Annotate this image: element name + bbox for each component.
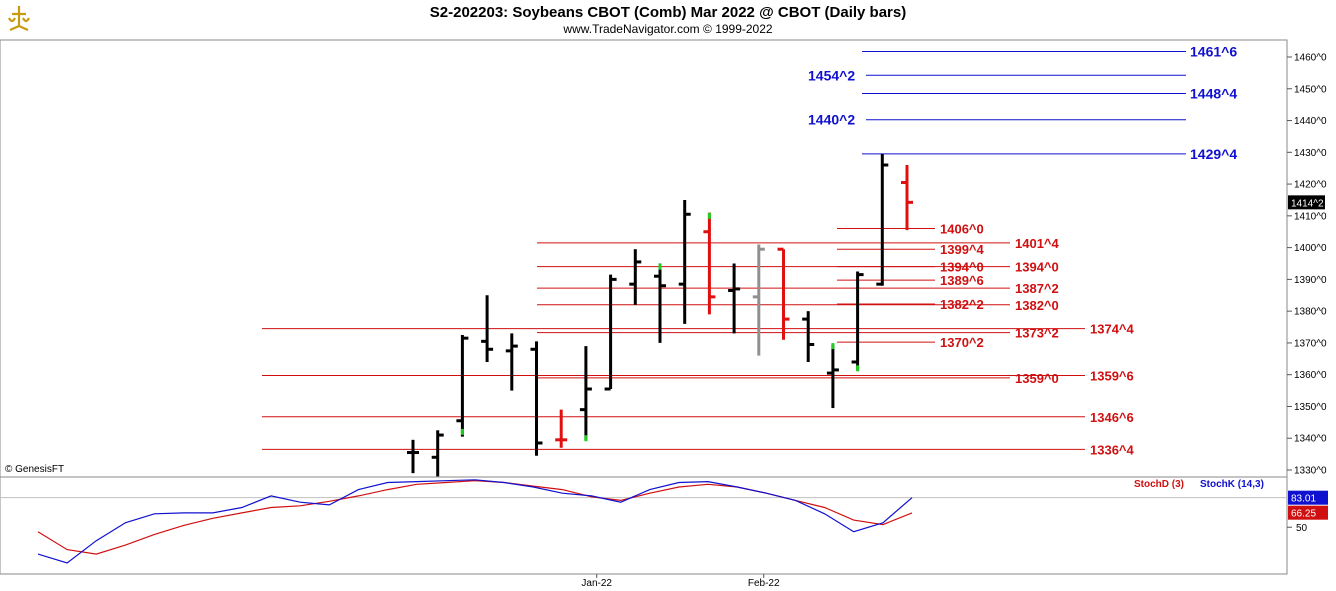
price-tick-label: 1370^0 (1294, 338, 1327, 349)
price-tick-label: 1350^0 (1294, 402, 1327, 413)
price-axis-ticks: 1330^0 1340^0 1350^0 1360^0 1370^0 1380^0 1390… (1287, 53, 1327, 477)
ohlc-bar (604, 274, 617, 391)
ohlc-bar (629, 249, 642, 305)
ohlc-bar (678, 199, 691, 324)
stoch-d-value-label: 66.25 (1291, 509, 1316, 520)
stochastic-indicator: 50 83.01 66.25 (0, 479, 1328, 564)
red-level-label: 1389^6 (940, 273, 984, 288)
ohlc-bar (505, 333, 518, 391)
ohlc-bar (703, 212, 716, 315)
red-level-label: 1382^0 (1015, 298, 1059, 313)
red-level-label: 1370^2 (940, 335, 984, 350)
chart-subtitle: www.TradeNavigator.com © 1999-2022 (562, 22, 772, 36)
price-tick-label: 1380^0 (1294, 307, 1327, 318)
date-tick-label: Jan-22 (581, 578, 612, 589)
price-tick-label: 1330^0 (1294, 466, 1327, 477)
blue-level-label: 1454^2 (808, 67, 855, 83)
stoch-d-legend: StochD (3) (1134, 479, 1184, 490)
red-level-label: 1399^4 (940, 242, 985, 257)
ohlc-bar (555, 409, 568, 448)
last-price-tag: 1414^2 (1288, 195, 1325, 210)
blue-level-label: 1448^4 (1190, 86, 1237, 102)
chart-title: S2-202203: Soybeans CBOT (Comb) Mar 2022… (430, 4, 906, 21)
stoch-tick-label: 50 (1296, 523, 1308, 534)
ohlc-bar (431, 430, 444, 477)
ohlc-bar (456, 334, 469, 437)
date-axis: Jan-22 Feb-22 (581, 574, 780, 589)
date-tick-label: Feb-22 (748, 578, 780, 589)
price-tick-label: 1360^0 (1294, 370, 1327, 381)
red-level-label: 1359^0 (1015, 371, 1059, 386)
ohlc-bar (851, 271, 864, 372)
price-tick-label: 1410^0 (1294, 211, 1327, 222)
ohlc-bar (407, 439, 419, 474)
red-level-label: 1401^4 (1015, 236, 1060, 251)
credit-label: © GenesisFT (5, 464, 64, 475)
ohlc-bar (876, 153, 889, 286)
price-axis (1287, 40, 1336, 574)
ohlc-bar (777, 247, 790, 340)
red-level-label: 1373^2 (1015, 326, 1059, 341)
red-level-label: 1346^6 (1090, 410, 1134, 425)
red-level-label: 1394^0 (1015, 260, 1059, 275)
price-panel (0, 39, 1288, 478)
stoch-k-value-label: 83.01 (1291, 494, 1316, 505)
last-price-box (1288, 195, 1325, 210)
stoch-k-value-box (1288, 490, 1328, 505)
price-levels: 1461^6 1454^2 1448^4 1440^2 1429^4 1406^0 1401… (262, 43, 1237, 457)
red-level-label: 1374^4 (1090, 322, 1135, 337)
stoch-k-legend: StochK (14,3) (1200, 479, 1264, 490)
red-level-label: 1406^0 (940, 222, 984, 237)
price-bars (407, 153, 913, 477)
logo-icon (4, 4, 34, 32)
ohlc-bar (579, 346, 592, 442)
price-tick-label: 1420^0 (1294, 180, 1327, 191)
ohlc-bar (728, 263, 741, 334)
price-tick-label: 1450^0 (1294, 84, 1327, 95)
ohlc-bar (826, 343, 839, 409)
ohlc-bar (530, 341, 543, 456)
red-level-label: 1359^6 (1090, 368, 1134, 383)
last-price-label: 1414^2 (1291, 198, 1324, 209)
ohlc-bar (752, 244, 765, 356)
price-tick-label: 1340^0 (1294, 434, 1327, 445)
ohlc-bar (481, 295, 494, 362)
blue-level-label: 1461^6 (1190, 43, 1237, 59)
price-tick-label: 1430^0 (1294, 148, 1327, 159)
price-tick-label: 1400^0 (1294, 243, 1327, 254)
blue-level-label: 1429^4 (1190, 146, 1237, 162)
stoch-panel (0, 476, 1288, 575)
ohlc-bar (802, 311, 815, 362)
ohlc-bar (654, 263, 666, 343)
price-tick-label: 1440^0 (1294, 116, 1327, 127)
stoch-d-value-box (1288, 505, 1328, 520)
price-tick-label: 1390^0 (1294, 275, 1327, 286)
blue-level-label: 1440^2 (808, 112, 855, 128)
red-level-label: 1336^4 (1090, 442, 1135, 457)
ohlc-bar (901, 165, 913, 231)
price-tick-label: 1460^0 (1294, 53, 1327, 64)
stoch-k-line (37, 479, 913, 564)
red-level-label: 1387^2 (1015, 281, 1059, 296)
